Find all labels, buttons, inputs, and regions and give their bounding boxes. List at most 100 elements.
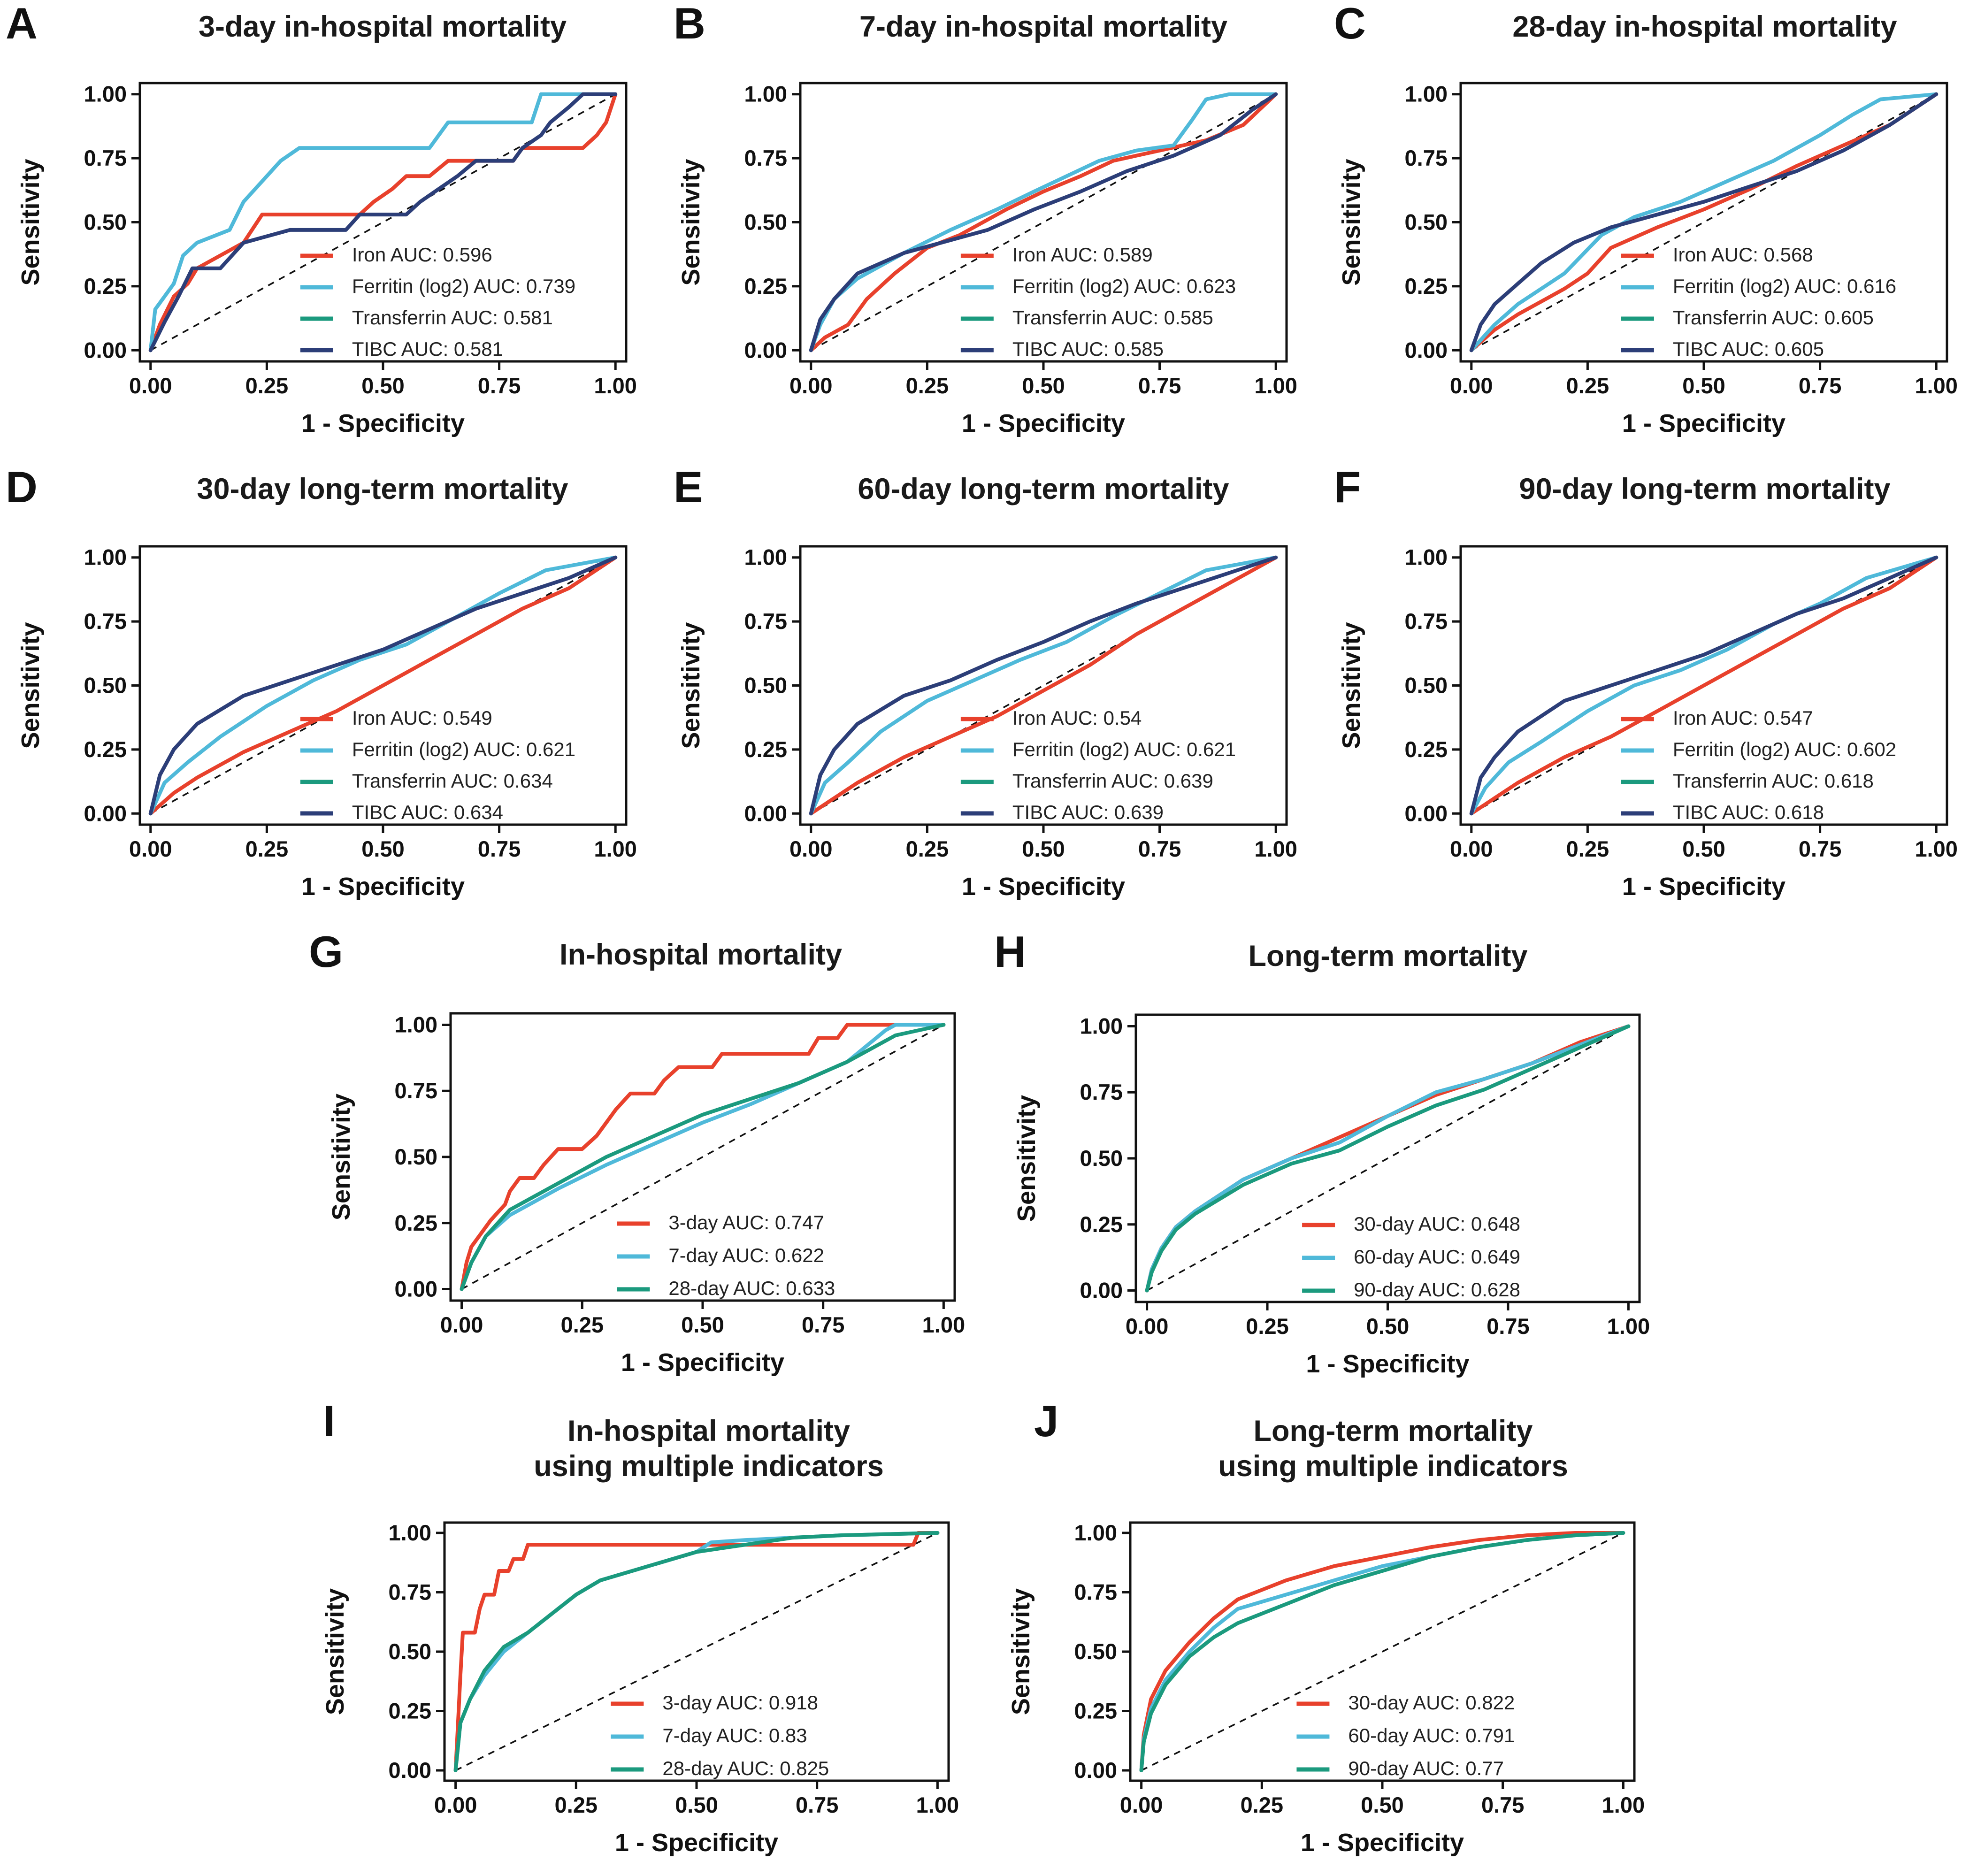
y-tick-label: 0.75 — [744, 609, 787, 634]
legend-entry: Iron AUC: 0.568 — [1673, 244, 1813, 266]
y-tick-label: 1.00 — [744, 82, 787, 107]
panel-letter: A — [6, 0, 38, 48]
panel-d: D 30-day long-term mortality 0.000.00 0.25 0… — [6, 462, 637, 901]
y-tick-label: 0.75 — [1405, 609, 1448, 634]
legend-entry: TIBC AUC: 0.618 — [1673, 801, 1824, 823]
y-tick-label: 0.50 — [1405, 210, 1448, 235]
y-tick-label: 1.00 — [84, 82, 127, 107]
legend-entry: 30-day AUC: 0.648 — [1354, 1213, 1520, 1235]
x-tick-label: 0.00 — [440, 1312, 483, 1337]
roc-curve-tibc — [148, 92, 618, 352]
x-axis-label: 1 - Specificity — [301, 873, 465, 901]
x-tick-label: 1.00 — [1915, 836, 1957, 861]
legend-entry: Transferrin AUC: 0.581 — [352, 306, 553, 329]
y-tick-label: 0.25 — [1080, 1212, 1123, 1237]
panel-e: E 60-day long-term mortality 0.000.00 0.25 0… — [674, 462, 1297, 901]
legend-entry: Transferrin AUC: 0.605 — [1673, 306, 1874, 329]
y-tick-label: 0.50 — [84, 673, 127, 698]
chart-title: Long-term mortality — [1248, 940, 1527, 972]
y-axis-label: Sensitivity — [16, 159, 45, 285]
legend-entry: 90-day AUC: 0.628 — [1354, 1279, 1520, 1301]
legend-entry: TIBC AUC: 0.605 — [1673, 338, 1824, 360]
legend-entry: TIBC AUC: 0.639 — [1012, 801, 1164, 823]
panel-letter: G — [309, 927, 343, 976]
x-tick-label: 0.25 — [245, 373, 288, 398]
roc-curve-30-day — [1139, 1531, 1625, 1772]
x-tick-label: 0.25 — [561, 1312, 604, 1337]
legend-entry: Transferrin AUC: 0.585 — [1012, 306, 1213, 329]
x-tick-label: 1.00 — [1254, 836, 1297, 861]
roc-curve-iron — [1469, 555, 1939, 816]
legend-entry: 28-day AUC: 0.825 — [662, 1757, 829, 1779]
legend-entry: Iron AUC: 0.596 — [352, 244, 492, 266]
panel-letter: I — [323, 1396, 335, 1446]
legend-entry: Transferrin AUC: 0.634 — [352, 770, 553, 792]
legend-entry: TIBC AUC: 0.581 — [352, 338, 503, 360]
reference-diagonal — [455, 1532, 938, 1771]
roc-curve-tibc — [148, 555, 618, 816]
y-tick-label: 0.50 — [1080, 1146, 1123, 1171]
y-tick-label: 0.25 — [84, 737, 127, 762]
roc-curve-28-day — [453, 1531, 940, 1772]
x-tick-label: 0.50 — [1682, 836, 1725, 861]
legend-entry: TIBC AUC: 0.585 — [1012, 338, 1164, 360]
x-tick-label: 0.25 — [906, 836, 949, 861]
chart-title: 28-day in-hospital mortality — [1512, 10, 1897, 43]
x-tick-label: 0.50 — [361, 373, 404, 398]
x-axis-label: 1 - Specificity — [962, 873, 1125, 901]
y-tick-label: 1.00 — [1405, 82, 1448, 107]
y-tick-label: 0.00 — [389, 1758, 431, 1783]
roc-curve-tibc — [1469, 92, 1939, 352]
legend-entry: Ferritin (log2) AUC: 0.739 — [352, 275, 575, 297]
legend-entry: Iron AUC: 0.54 — [1012, 707, 1142, 729]
y-tick-label: 0.75 — [389, 1580, 431, 1605]
chart-title: 60-day long-term mortality — [858, 473, 1229, 505]
x-tick-label: 0.50 — [361, 836, 404, 861]
y-tick-label: 0.75 — [84, 609, 127, 634]
y-tick-label: 0.00 — [1405, 801, 1448, 826]
legend-entry: 7-day AUC: 0.83 — [662, 1724, 807, 1746]
chart-title: 3-day in-hospital mortality — [199, 10, 567, 43]
y-axis-label: Sensitivity — [327, 1094, 355, 1220]
y-tick-label: 0.75 — [1080, 1080, 1123, 1104]
x-tick-label: 0.00 — [1450, 373, 1493, 398]
legend-entry: 3-day AUC: 0.747 — [668, 1211, 824, 1233]
y-tick-label: 0.25 — [84, 274, 127, 299]
x-tick-label: 0.25 — [245, 836, 288, 861]
legend-entry: Transferrin AUC: 0.639 — [1012, 770, 1213, 792]
panel-letter: D — [6, 462, 38, 512]
panel-a: A 3-day in-hospital mortality 0.000.00 0.25… — [6, 0, 637, 437]
y-tick-label: 0.00 — [744, 337, 787, 362]
legend-entry: Ferritin (log2) AUC: 0.621 — [352, 738, 575, 760]
legend-entry: 60-day AUC: 0.649 — [1354, 1246, 1520, 1268]
legend-entry: Ferritin (log2) AUC: 0.623 — [1012, 275, 1236, 297]
roc-curve-tibc — [809, 92, 1278, 352]
x-tick-label: 1.00 — [916, 1792, 959, 1817]
x-tick-label: 0.75 — [1799, 836, 1841, 861]
y-tick-label: 0.00 — [1074, 1758, 1117, 1783]
roc-curve-3-day — [460, 1023, 946, 1291]
reference-diagonal — [810, 93, 1277, 351]
roc-curve-tibc — [1469, 555, 1939, 816]
y-tick-label: 0.00 — [1080, 1278, 1123, 1303]
y-tick-label: 0.25 — [1405, 737, 1448, 762]
y-tick-label: 1.00 — [84, 545, 127, 570]
x-axis-label: 1 - Specificity — [621, 1348, 784, 1377]
x-tick-label: 0.50 — [1022, 373, 1065, 398]
roc-curve-iron — [809, 92, 1278, 352]
y-tick-label: 0.25 — [395, 1210, 437, 1235]
chart-title: In-hospital mortality — [567, 1415, 850, 1447]
y-tick-label: 0.00 — [744, 801, 787, 826]
y-tick-label: 1.00 — [744, 545, 787, 570]
x-tick-label: 0.00 — [1450, 836, 1493, 861]
y-tick-label: 0.25 — [1074, 1699, 1117, 1723]
x-tick-label: 0.00 — [789, 836, 832, 861]
reference-diagonal — [1146, 1025, 1629, 1292]
y-tick-label: 0.25 — [744, 737, 787, 762]
panel-letter: E — [674, 462, 703, 512]
x-tick-label: 1.00 — [594, 373, 636, 398]
x-tick-label: 0.25 — [1246, 1314, 1288, 1339]
